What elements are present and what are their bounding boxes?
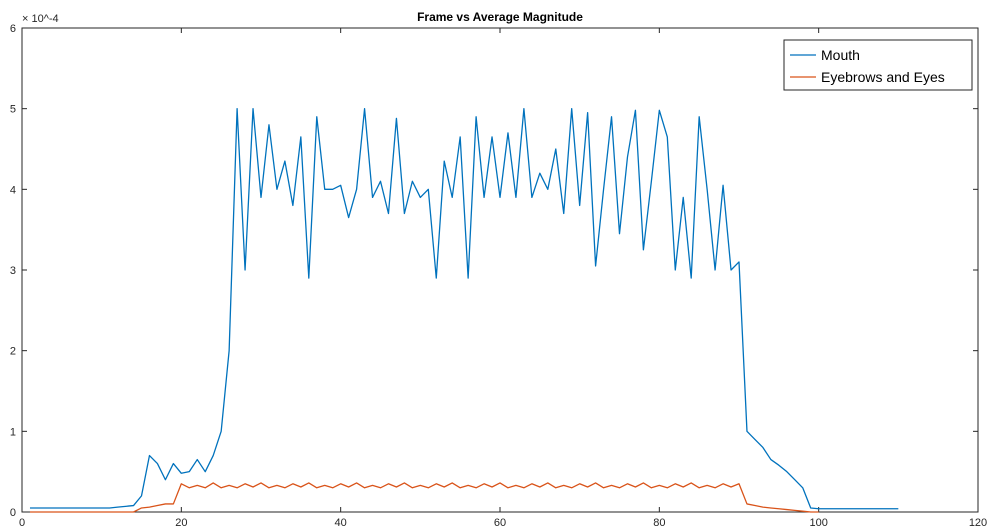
y-tick-label: 4 bbox=[10, 184, 16, 196]
legend-label-eyebrows-and-eyes: Eyebrows and Eyes bbox=[821, 69, 945, 85]
x-tick-label: 120 bbox=[969, 517, 987, 529]
x-tick-label: 80 bbox=[653, 517, 665, 529]
legend-label-mouth: Mouth bbox=[821, 47, 860, 63]
chart-title: Frame vs Average Magnitude bbox=[417, 10, 583, 24]
x-tick-label: 40 bbox=[335, 517, 347, 529]
x-tick-label: 20 bbox=[175, 517, 187, 529]
y-tick-label: 3 bbox=[10, 265, 16, 277]
x-tick-label: 100 bbox=[809, 517, 827, 529]
y-tick-label: 0 bbox=[10, 507, 16, 519]
y-tick-label: 2 bbox=[10, 346, 16, 358]
y-tick-label: 6 bbox=[10, 23, 16, 35]
legend: Mouth Eyebrows and Eyes bbox=[783, 39, 973, 91]
x-tick-label: 0 bbox=[19, 517, 25, 529]
series-layer bbox=[29, 108, 899, 513]
axis-ticks: 0 20 40 60 80 100 120 0 1 2 3 4 5 6 bbox=[10, 23, 987, 529]
series-line-eyebrows-and-eyes bbox=[29, 482, 819, 513]
x-tick-label: 60 bbox=[494, 517, 506, 529]
y-axis-exponent: × 10^-4 bbox=[22, 13, 59, 25]
plot-area bbox=[21, 27, 979, 513]
y-tick-label: 1 bbox=[10, 426, 16, 438]
legend-box bbox=[783, 39, 973, 91]
y-tick-label: 5 bbox=[10, 104, 16, 116]
series-line-mouth bbox=[29, 108, 899, 510]
